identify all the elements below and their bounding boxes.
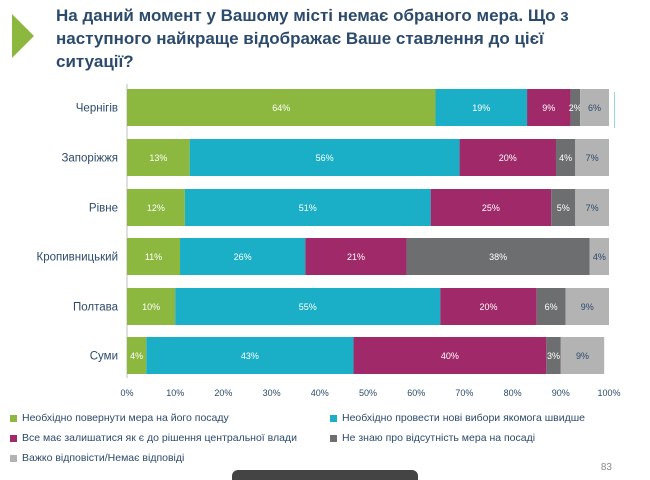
legend-item: Не знаю про відсутність мера на посаді (330, 432, 535, 444)
chart-title: На даний момент у Вашому місті немає обр… (56, 6, 569, 71)
data-label: 4% (130, 351, 143, 361)
category-label: Полтава (73, 302, 119, 314)
data-label: 21% (347, 252, 365, 262)
x-tick-label: 0% (120, 388, 133, 398)
bar-segment (459, 139, 556, 176)
bar-segment (589, 238, 609, 275)
legend-swatch (10, 454, 17, 462)
bar-segment (565, 288, 609, 325)
page-number: 83 (600, 462, 612, 473)
legend-label: Не знаю про відсутність мера на посаді (342, 432, 536, 444)
data-label: 13% (149, 153, 167, 163)
bar-segment (406, 238, 590, 275)
bar-segment (555, 139, 576, 176)
bar-segment (127, 139, 190, 176)
data-label: 64% (272, 103, 290, 113)
legend-item: Все має залишатися як є до рішення центр… (10, 432, 297, 444)
x-tick-label: 100% (597, 388, 620, 398)
data-label: 2% (569, 103, 582, 113)
data-label: 51% (299, 203, 317, 213)
category-label: Суми (90, 351, 118, 363)
bar-segment (560, 337, 605, 374)
bar-segment (127, 89, 436, 126)
bar-segment (575, 139, 609, 176)
bar-segment (527, 89, 571, 126)
bar-segment (127, 337, 147, 374)
data-label: 3% (547, 351, 560, 361)
data-label: 10% (142, 302, 160, 312)
data-label: 20% (479, 302, 497, 312)
bar-segment (127, 238, 181, 275)
data-label: 5% (557, 203, 570, 213)
title-arrow-icon (12, 14, 34, 58)
x-tick-label: 50% (359, 388, 377, 398)
data-label: 38% (489, 252, 507, 262)
data-label: 7% (586, 203, 599, 213)
stacked-bar-chart: Чернігів 64% 19% 9% 2% 6% Запоріжжя 13% 56% 20% 4%… (37, 84, 621, 398)
x-tick-label: 90% (552, 388, 570, 398)
bar-segment (353, 337, 547, 374)
bar-segment (305, 238, 407, 275)
data-label: 26% (234, 252, 252, 262)
data-label: 55% (299, 302, 317, 312)
x-tick-label: 70% (455, 388, 473, 398)
category-label: Кропивницький (37, 252, 118, 264)
category-label: Рівне (89, 203, 118, 215)
legend-swatch (330, 414, 337, 422)
legend-label: Необхідно провести нові вибори якомога ш… (342, 412, 585, 424)
x-tick-label: 20% (214, 388, 232, 398)
data-label: 25% (482, 203, 500, 213)
bar-segment (180, 238, 306, 275)
data-label: 43% (241, 351, 259, 361)
bar-segment (146, 337, 354, 374)
category-label: Запоріжжя (61, 153, 118, 165)
legend-swatch (10, 414, 17, 422)
data-label: 40% (441, 351, 459, 361)
bar-segment (570, 89, 581, 126)
bar-segment (546, 337, 561, 374)
x-tick-label: 40% (311, 388, 329, 398)
x-tick-label: 10% (166, 388, 184, 398)
data-label: 12% (147, 203, 165, 213)
x-tick-label: 60% (407, 388, 425, 398)
bar-segment (440, 288, 537, 325)
data-label: 7% (586, 153, 599, 163)
data-label: 20% (499, 153, 517, 163)
data-label: 9% (581, 302, 594, 312)
data-label: 56% (316, 153, 334, 163)
bar-segment (435, 89, 528, 126)
bar-segment (127, 288, 176, 325)
x-tick-label: 30% (263, 388, 281, 398)
legend-swatch (330, 434, 337, 442)
data-label: 11% (145, 252, 162, 262)
data-label: 6% (545, 302, 558, 312)
bar-segment (575, 189, 609, 226)
bar-segment (551, 189, 576, 226)
data-label: 4% (593, 252, 606, 262)
data-label: 9% (542, 103, 555, 113)
bar-segment (127, 189, 185, 226)
legend-label: Все має залишатися як є до рішення центр… (22, 432, 297, 444)
bar-segment (580, 89, 609, 126)
legend-item: Необхідно провести нові вибори якомога ш… (330, 412, 585, 424)
category-label: Чернігів (76, 103, 118, 115)
x-tick-label: 80% (504, 388, 522, 398)
bottom-toolbar-edge (232, 470, 418, 480)
legend-swatch (10, 434, 17, 442)
data-label: 9% (576, 351, 589, 361)
legend-item: Важко відповісти/Немає відповіді (10, 452, 184, 464)
legend-label: Необхідно повернути мера на його посаду (22, 412, 229, 424)
bar-segment (184, 189, 431, 226)
bar-segment (189, 139, 460, 176)
data-label: 19% (472, 103, 490, 113)
legend-label: Важко відповісти/Немає відповіді (22, 452, 185, 464)
bar-segment (430, 189, 552, 226)
legend-item: Необхідно повернути мера на його посаду (10, 412, 229, 424)
decorative-line (614, 92, 615, 128)
data-label: 4% (559, 153, 572, 163)
data-label: 6% (588, 103, 601, 113)
bar-segment (536, 288, 566, 325)
bar-segment (175, 288, 441, 325)
